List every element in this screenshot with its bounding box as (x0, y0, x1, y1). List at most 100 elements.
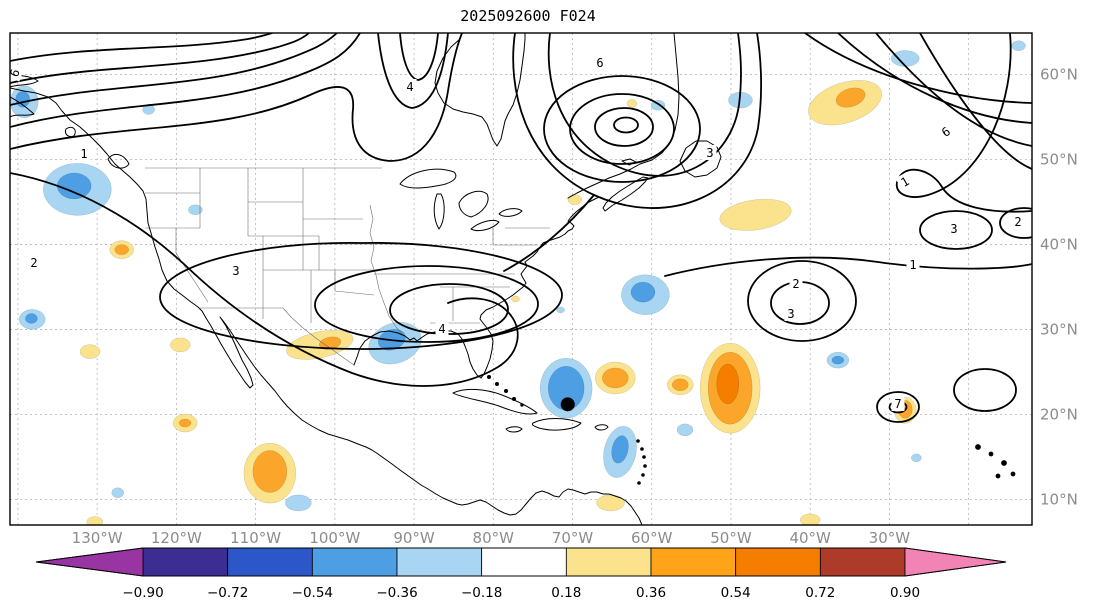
island-dot (641, 473, 645, 477)
lon-tick-label: 40°W (789, 529, 831, 547)
contour-path (10, 33, 273, 62)
colorbar-tick-label: 0.36 (636, 585, 666, 601)
contour-label-text: 3 (787, 307, 794, 321)
contour-label-mask (403, 79, 417, 94)
contour-path (875, 33, 1032, 147)
contour-speck (988, 451, 994, 457)
colorbar-segment (481, 547, 567, 577)
storm-position-marker (560, 397, 575, 412)
contour-label-mask (947, 221, 961, 236)
contour-label: 4 (403, 79, 417, 94)
anomaly-neg1 (650, 99, 666, 111)
anomaly-pos2 (252, 450, 288, 493)
border-path (175, 228, 209, 303)
contour-label-mask (10, 64, 24, 82)
contour-label: 6 (936, 121, 956, 142)
contour-label: 3 (229, 263, 243, 278)
lat-tick-label: 20°N (1040, 406, 1078, 424)
contour-label-text: 3 (950, 222, 957, 236)
contour-label: 3 (784, 306, 798, 321)
contour-path (314, 265, 539, 343)
contour-path (503, 194, 595, 272)
colorbar-segment (142, 547, 229, 577)
contour-label: 1 (906, 257, 920, 272)
contour-path (10, 33, 338, 106)
contour-ring (594, 107, 654, 147)
lon-tick-label: 50°W (710, 529, 752, 547)
coastline-labrador (639, 33, 680, 165)
anomaly-neg1 (1011, 40, 1026, 51)
lat-tick-label: 30°N (1040, 321, 1078, 339)
lake-ontario (498, 208, 523, 217)
colorbar-tick-label: 0.18 (551, 585, 581, 601)
contour-path (837, 33, 1032, 124)
anomaly-neg1 (556, 306, 565, 314)
colorbar-segment (396, 547, 483, 577)
anomaly-neg1 (676, 423, 694, 437)
colorbar-tick-label: 0.90 (890, 585, 920, 601)
colorbar-arrow-left (35, 547, 144, 577)
colorbar-tick-label: −0.18 (461, 585, 502, 601)
border-path (369, 204, 403, 335)
colorbar-segment (735, 547, 821, 577)
contour-label: 6 (593, 55, 607, 70)
lon-tick-label: 30°W (869, 529, 911, 547)
lake-michigan (433, 193, 445, 230)
contour-label-text: 2 (1014, 215, 1021, 229)
lake-huron (458, 190, 489, 218)
contour-label-mask (229, 263, 243, 278)
lon-tick-label: 100°W (309, 529, 360, 547)
contour-path (399, 33, 439, 81)
contour-label: 4 (435, 321, 449, 336)
anomaly-neg2 (611, 435, 629, 464)
anomaly-pos1 (79, 344, 101, 359)
border-path (282, 307, 355, 366)
shaded-anomaly-regions (10, 40, 1026, 525)
coastline-jamaica (505, 426, 523, 433)
contour-speck (1010, 471, 1016, 477)
lon-tick-label: 130°W (72, 529, 123, 547)
anomaly-neg1 (188, 204, 203, 215)
colorbar-tick-label: −0.72 (207, 585, 248, 601)
coastline-gulf-atlantic (353, 196, 600, 379)
anomaly-pos2 (602, 367, 629, 389)
contour-ring (919, 210, 993, 250)
coastline-pacific (10, 87, 643, 525)
anomaly-neg2 (630, 281, 656, 303)
lon-tick-label: 80°W (473, 529, 515, 547)
coastline-alaska-inlet (10, 96, 35, 118)
contour-label-mask (936, 121, 956, 142)
island-dot (495, 382, 499, 386)
island-dot (637, 481, 641, 485)
island-dot (636, 439, 640, 443)
contour-path (159, 242, 563, 350)
coastline-haida-gwaii (65, 126, 76, 137)
contour-label-text: 1 (909, 258, 916, 272)
contour-path (10, 33, 463, 162)
contour-label-mask (593, 55, 607, 70)
contour-label: 2 (27, 255, 41, 270)
longitude-axis-labels: 130°W 120°W 110°W 100°W 90°W 80°W 70°W 60°W 50°W… (72, 529, 911, 547)
colorbar-tick-label: 0.54 (721, 585, 751, 601)
storm-dot (560, 397, 575, 412)
coastline-vancouver-island (107, 153, 130, 169)
contour-label-text: 1 (80, 147, 87, 161)
lat-tick-label: 10°N (1040, 491, 1078, 509)
contour-label: 1 (895, 171, 915, 192)
colorbar: −0.90 −0.72 −0.54 −0.36 −0.18 0.18 0.36 0.54 0.7… (35, 547, 1007, 601)
contour-label: 3 (947, 221, 961, 236)
colorbar-tick-label: −0.54 (292, 585, 333, 601)
contour-label: 1 (77, 146, 91, 161)
contour-label-text: 6 (596, 56, 603, 70)
contour-label-mask (77, 146, 91, 161)
contour-label-text: 3 (706, 146, 713, 160)
anomaly-pos1 (86, 516, 104, 525)
lon-tick-label: 110°W (230, 529, 281, 547)
anomaly-pos2 (114, 244, 129, 255)
anomaly-pos2 (178, 418, 192, 428)
contour-label-mask (895, 171, 915, 192)
grid-lines (10, 33, 1032, 525)
contour-speck (1001, 460, 1007, 466)
contour-ring (613, 116, 639, 134)
